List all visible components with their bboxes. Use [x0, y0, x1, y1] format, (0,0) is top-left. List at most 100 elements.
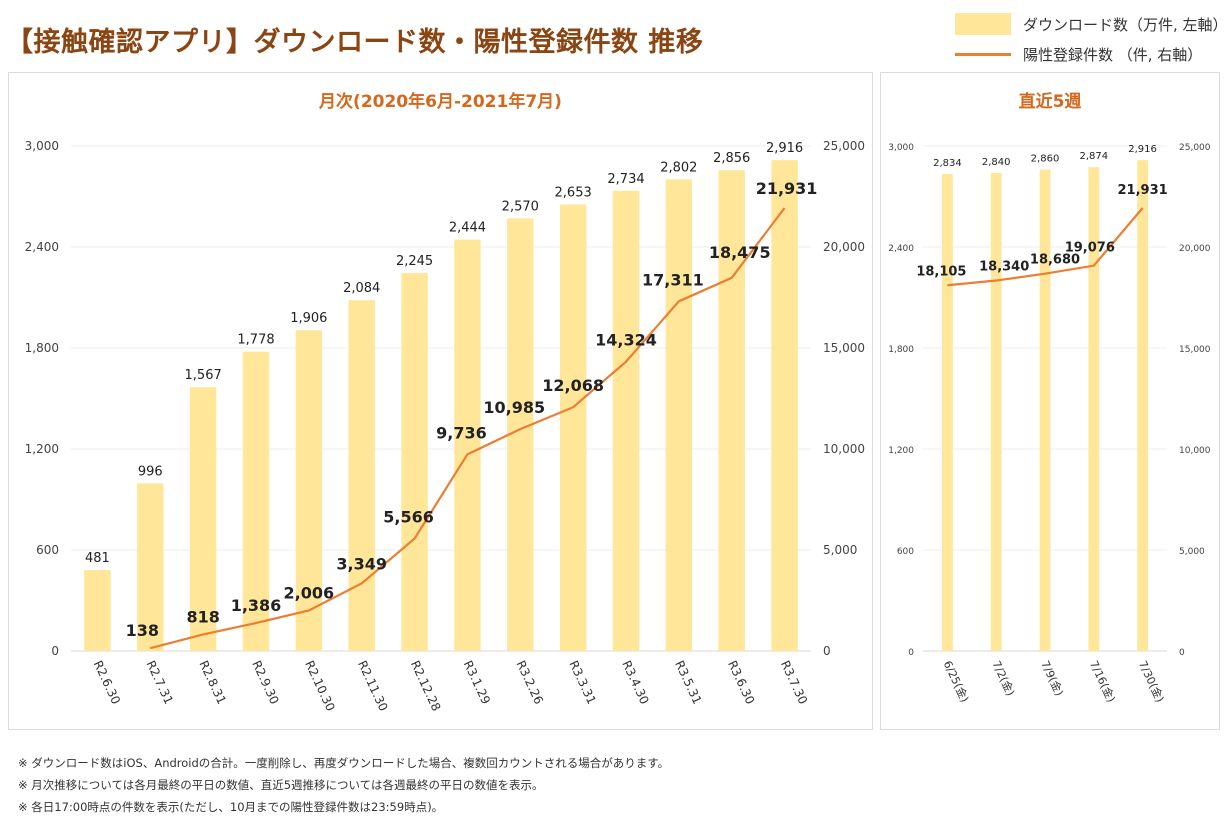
right-axis-tick-label: 10,000	[1179, 446, 1211, 456]
download-bar-value-label: 2,916	[766, 141, 803, 156]
download-bar-value-label: 2,840	[982, 157, 1011, 168]
download-bar	[771, 160, 798, 651]
x-axis-category-label: R2.10.30	[302, 658, 338, 713]
download-bar-value-label: 1,778	[237, 333, 274, 348]
x-axis-category-label: 7/9(金)	[1038, 658, 1066, 698]
x-axis-category-label: 7/30(金)	[1136, 658, 1167, 704]
download-bar	[1039, 169, 1051, 652]
download-bar	[295, 330, 323, 651]
download-bar-value-label: 2,874	[1079, 151, 1108, 162]
left-axis-tick-label: 1,200	[888, 446, 914, 456]
x-axis-category-label: 7/2(金)	[989, 658, 1017, 698]
positive-registrations-value-label: 18,340	[979, 260, 1029, 275]
left-axis-tick-label: 600	[897, 547, 914, 557]
left-axis-tick-label: 0	[51, 644, 59, 658]
download-bar-value-label: 2,856	[713, 151, 750, 166]
footnote: ※ 各日17:00時点の件数を表示(ただし、10月までの陽性登録件数は23:59…	[18, 800, 444, 814]
download-bar	[559, 204, 587, 651]
left-axis-tick-label: 3,000	[888, 143, 914, 153]
weekly-chart-title: 直近5週	[1018, 92, 1082, 112]
legend-bar-swatch	[955, 13, 1011, 35]
left-axis-tick-label: 1,800	[888, 345, 914, 355]
download-bar-value-label: 2,444	[449, 221, 486, 236]
monthly-chart-title: 月次(2020年6月-2021年7月)	[319, 92, 562, 112]
x-axis-category-label: R2.7.31	[144, 658, 176, 706]
right-axis-tick-label: 5,000	[823, 543, 857, 557]
download-bar	[990, 172, 1002, 651]
left-axis-tick-label: 600	[36, 543, 59, 557]
legend-label-positive: 陽性登録件数 （件, 右軸）	[1023, 45, 1203, 64]
positive-registrations-value-label: 10,985	[483, 398, 545, 417]
positive-registrations-value-label: 14,324	[595, 331, 657, 350]
download-bar-value-label: 2,916	[1128, 144, 1157, 155]
positive-registrations-value-label: 5,566	[383, 508, 434, 527]
positive-registrations-line	[150, 207, 786, 650]
download-bar-value-label: 1,567	[185, 368, 222, 383]
download-bar-value-label: 2,653	[555, 185, 592, 200]
download-bar	[401, 273, 428, 651]
download-bar-value-label: 2,860	[1031, 154, 1060, 165]
right-axis-tick-label: 0	[823, 644, 831, 658]
right-axis-tick-label: 10,000	[823, 442, 865, 456]
download-bar-value-label: 1,906	[290, 311, 327, 326]
download-bar	[84, 570, 111, 651]
positive-registrations-value-label: 9,736	[436, 423, 487, 442]
right-axis-tick-label: 20,000	[823, 240, 865, 254]
footnote: ※ ダウンロード数はiOS、Androidの合計。一度削除し、再度ダウンロードし…	[18, 756, 670, 770]
footnotes: ※ ダウンロード数はiOS、Androidの合計。一度削除し、再度ダウンロードし…	[18, 752, 669, 818]
right-axis-tick-label: 15,000	[1179, 345, 1211, 355]
x-axis-category-label: R3.7.30	[778, 658, 810, 706]
page-title: 【接触確認アプリ】ダウンロード数・陽性登録件数 推移	[6, 27, 704, 58]
download-bar	[242, 351, 270, 651]
legend-item-downloads: ダウンロード数（万件, 左軸）	[955, 12, 1228, 36]
left-axis-tick-label: 1,800	[25, 341, 59, 355]
x-axis-category-label: R2.6.30	[91, 658, 123, 706]
x-axis-category-label: 7/16(金)	[1087, 658, 1118, 704]
x-axis-category-label: R2.12.28	[408, 658, 444, 713]
positive-registrations-value-label: 18,680	[1030, 253, 1080, 268]
monthly-chart-svg: 0 600 1,200 1,800 2,400 3,000 0 5,000 10,000 15,0…	[25, 139, 865, 713]
download-bar-value-label: 2,802	[660, 160, 697, 175]
left-axis-tick-label: 3,000	[25, 139, 59, 153]
positive-registrations-value-label: 19,076	[1065, 241, 1115, 256]
download-bar	[1137, 160, 1148, 651]
weekly-chart-svg: 0 600 1,200 1,800 2,400 3,000 0 5,000 10,000 15,0…	[888, 143, 1211, 704]
positive-registrations-value-label: 17,311	[642, 270, 704, 289]
positive-registrations-value-label: 138	[126, 621, 159, 640]
positive-registrations-value-label: 1,386	[231, 596, 282, 615]
monthly-chart-panel: 月次(2020年6月-2021年7月) 0 600 1,200 1,800 2,400 3…	[8, 72, 873, 730]
download-bar	[137, 483, 164, 651]
positive-registrations-line	[947, 207, 1144, 287]
x-axis-category-label: 6/25(金)	[941, 658, 972, 704]
download-bar	[1088, 167, 1100, 651]
x-axis-category-label: R2.8.31	[196, 658, 228, 706]
positive-registrations-value-label: 3,349	[336, 554, 387, 573]
positive-registrations-value-label: 21,931	[756, 179, 818, 198]
x-axis-category-label: R3.1.29	[461, 658, 493, 706]
download-bar-value-label: 2,734	[607, 172, 644, 187]
x-axis-category-label: R3.5.31	[672, 658, 704, 706]
download-bar	[665, 179, 693, 651]
x-axis-category-label: R3.4.30	[619, 658, 651, 706]
download-bar	[942, 173, 953, 651]
download-bar	[454, 239, 481, 652]
left-axis-tick-label: 2,400	[888, 244, 914, 254]
download-bar	[189, 387, 217, 651]
download-bar	[348, 300, 375, 651]
x-axis-category-label: R2.9.30	[249, 658, 281, 706]
x-axis-category-label: R2.11.30	[355, 658, 391, 713]
left-axis-tick-label: 1,200	[25, 442, 59, 456]
x-axis-category-label: R3.3.31	[566, 658, 598, 706]
download-bar-value-label: 996	[138, 464, 163, 479]
positive-registrations-value-label: 18,475	[709, 243, 771, 262]
legend: ダウンロード数（万件, 左軸） 陽性登録件数 （件, 右軸）	[955, 10, 1230, 70]
download-bar-value-label: 2,084	[343, 281, 380, 296]
weekly-chart-panel: 直近5週 0 600 1,200 1,800 2,400 3,000 0 5,000 10,00…	[880, 72, 1220, 730]
download-bar-value-label: 2,570	[502, 199, 539, 214]
footnote: ※ 月次推移については各月最終の平日の数値、直近5週推移については各週最終の平日…	[18, 778, 544, 792]
right-axis-tick-label: 25,000	[823, 139, 865, 153]
download-bar	[507, 218, 534, 651]
legend-line-swatch	[955, 52, 1011, 56]
right-axis-tick-label: 25,000	[1179, 143, 1211, 153]
download-bar-value-label: 2,245	[396, 254, 433, 269]
